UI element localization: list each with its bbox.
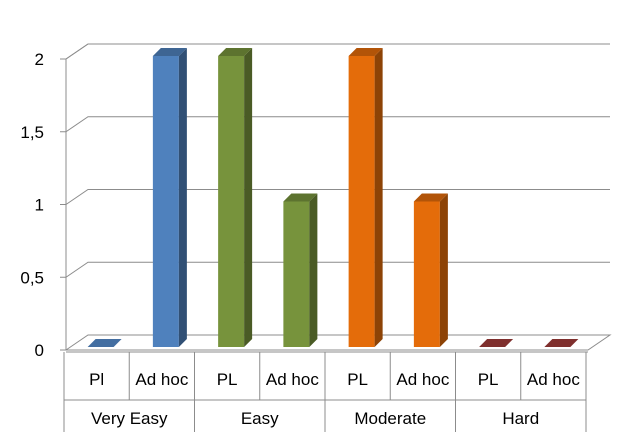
x-category-label: Ad hoc	[396, 370, 449, 389]
chart-walls	[64, 43, 612, 351]
y-tick-label: 0	[35, 341, 44, 360]
bar	[544, 339, 579, 347]
bar-side	[439, 193, 448, 347]
bar-front	[152, 56, 179, 347]
x-group-label: Easy	[241, 409, 279, 428]
gridline	[65, 116, 610, 133]
x-axis: Pl Ad hoc PL Ad hoc PL Ad hoc PL Ad hoc Very Eas…	[63, 351, 588, 432]
bar-front	[348, 56, 375, 347]
x-category-label: PL	[347, 370, 368, 389]
bars	[87, 48, 579, 347]
bar	[152, 48, 187, 347]
bar-side	[374, 48, 383, 347]
gridline	[65, 261, 610, 278]
x-category-label: Ad hoc	[135, 370, 188, 389]
y-tick-label: 2	[35, 50, 44, 69]
bar-front	[218, 56, 245, 347]
bar-top	[283, 193, 318, 202]
bar-front	[283, 201, 310, 347]
x-group-label: Very Easy	[91, 409, 168, 428]
bar-top	[218, 48, 253, 56]
bar	[479, 339, 514, 347]
bar	[87, 339, 122, 347]
x-group-label: Hard	[502, 409, 539, 428]
bar-top	[413, 193, 448, 202]
x-category-label: PL	[478, 370, 499, 389]
bar	[413, 193, 448, 347]
y-axis-tick-labels: 0 0,5 1 1,5 2	[20, 50, 44, 360]
bar-top	[87, 339, 122, 347]
x-group-label: Moderate	[354, 409, 426, 428]
x-category-label: Ad hoc	[266, 370, 319, 389]
x-category-label: Pl	[89, 370, 104, 389]
bar-side	[309, 193, 318, 347]
bar-top	[152, 48, 187, 56]
bar	[218, 48, 253, 347]
bar	[283, 193, 318, 347]
gridlines	[60, 43, 610, 351]
x-category-label: Ad hoc	[527, 370, 580, 389]
bar-top	[348, 48, 383, 56]
bar-top	[479, 339, 514, 347]
bar-front	[413, 201, 440, 347]
bar-side	[178, 48, 187, 347]
x-category-label: PL	[217, 370, 238, 389]
y-tick-label: 0,5	[20, 268, 44, 287]
floor	[64, 334, 612, 351]
y-tick-label: 1,5	[20, 123, 44, 142]
bar	[348, 48, 383, 347]
bar-top	[544, 339, 579, 347]
gridline	[65, 43, 610, 60]
y-tick-label: 1	[35, 196, 44, 215]
gridline	[65, 189, 610, 205]
bar-side	[244, 48, 253, 347]
